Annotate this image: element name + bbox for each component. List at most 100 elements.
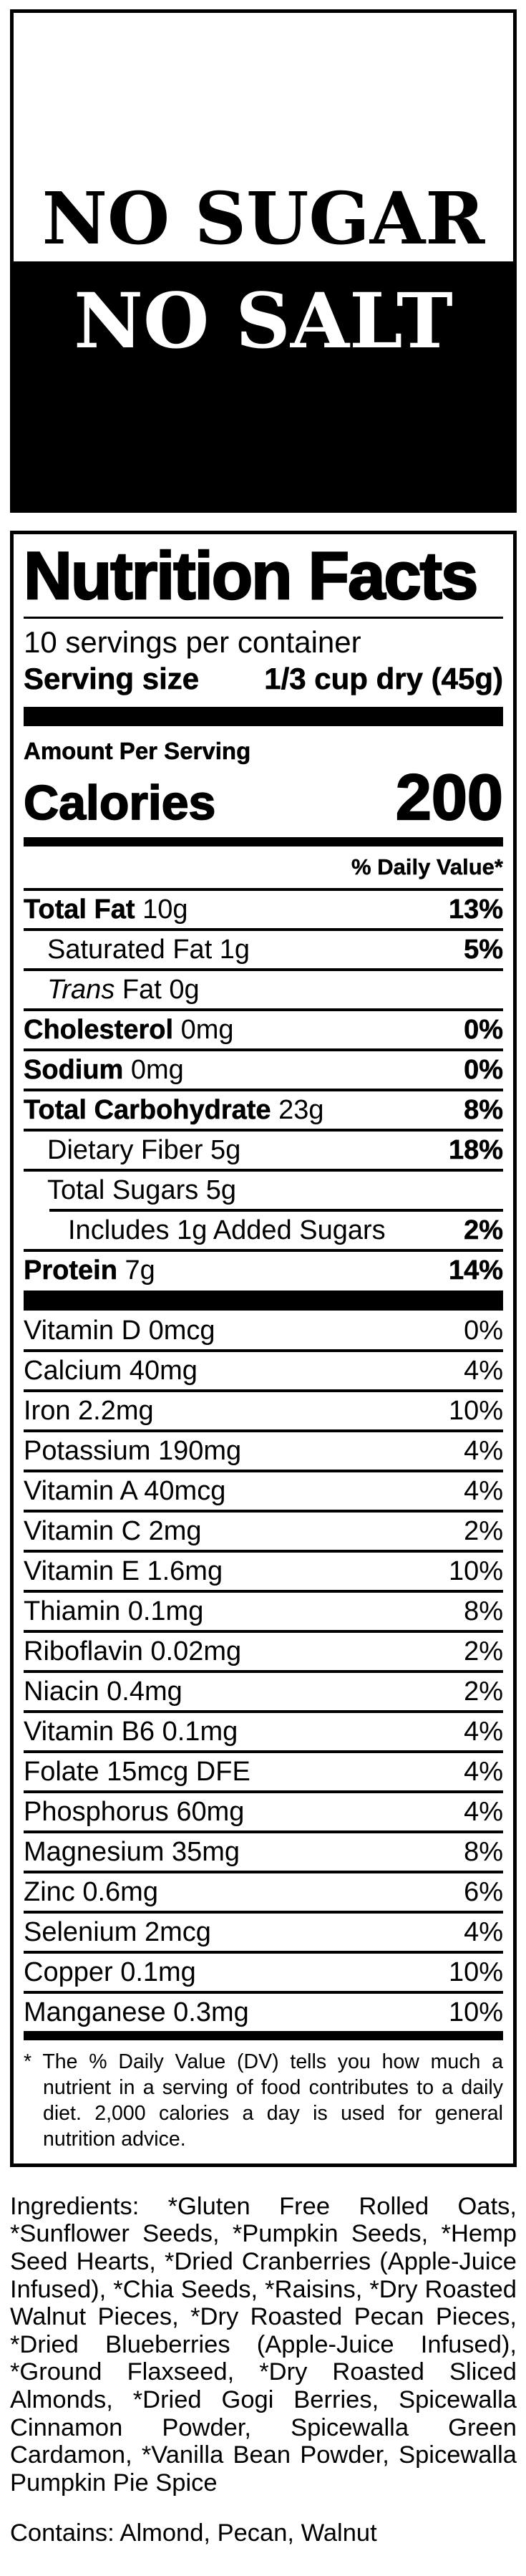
nutrient-name: Potassium 190mg [24, 1435, 242, 1466]
serving-size-row: Serving size 1/3 cup dry (45g) [24, 660, 504, 698]
nutrient-daily-value: 0% [464, 1315, 503, 1346]
row-divider [24, 1349, 503, 1352]
nutrient-daily-value: 6% [464, 1876, 503, 1907]
daily-value-header: % Daily Value* [351, 854, 503, 879]
claims-banner-top: NO SUGAR [14, 13, 513, 261]
nutrient-name: Riboflavin 0.02mg [24, 1636, 242, 1666]
nutrient-row: Iron 2.2mg 10% [24, 1392, 503, 1429]
nutrient-row: Total Sugars 5g [24, 1172, 503, 1209]
row-divider [24, 1790, 503, 1793]
nutrient-name: Vitamin C 2mg [24, 1515, 202, 1546]
calories-row: Calories 200 [23, 765, 504, 837]
nutrient-row: Riboflavin 0.02mg 2% [24, 1633, 503, 1670]
nutrient-name: Total Carbohydrate 23g [24, 1094, 324, 1126]
amount-per-serving-label: Amount Per Serving [24, 737, 251, 765]
nutrient-name: Total Fat 10g [24, 894, 188, 925]
contains-statement: Contains: Almond, Pecan, Walnut [10, 2519, 377, 2547]
claims-banner: NO SUGAR NO SALT [10, 9, 517, 513]
servings-per-container: 10 servings per container [24, 624, 361, 659]
nutrient-row: Vitamin E 1.6mg 10% [24, 1553, 503, 1590]
nutrient-row: Zinc 0.6mg 6% [24, 1873, 503, 1911]
row-divider [24, 1549, 503, 1553]
nutrient-name: Niacin 0.4mg [24, 1676, 182, 1707]
row-divider [24, 1008, 503, 1011]
nutrient-daily-value: 13% [448, 894, 504, 925]
nutrient-daily-value: 2% [464, 1515, 503, 1546]
nutrient-name: Vitamin A 40mcg [24, 1475, 226, 1506]
nutrient-daily-value: 2% [464, 1215, 503, 1246]
nutrient-daily-value: 0% [464, 1054, 503, 1086]
thick-rule-vitamins [24, 1290, 503, 1311]
no-salt-text: NO SALT [74, 276, 453, 365]
nutrient-daily-value: 8% [464, 1094, 503, 1126]
daily-value-footnote: * The % Daily Value (DV) tells you how m… [24, 2040, 503, 2163]
nutrient-daily-value: 5% [464, 934, 503, 965]
nutrient-row: Dietary Fiber 5g 18% [24, 1132, 503, 1169]
medium-rule-calories [24, 836, 503, 846]
serving-size-label: Serving size [24, 661, 200, 696]
nutrient-daily-value: 2% [464, 1676, 503, 1707]
row-divider [24, 1629, 503, 1633]
row-divider [24, 1870, 503, 1873]
nutrient-name: Magnesium 35mg [24, 1836, 240, 1867]
nutrient-row: Saturated Fat 1g 5% [24, 931, 503, 968]
daily-value-footnote-text: * The % Daily Value (DV) tells you how m… [24, 2050, 503, 2151]
row-divider [24, 1709, 503, 1713]
nutrition-facts-panel: Nutrition Facts 10 servings per containe… [10, 531, 517, 2167]
row-divider [24, 1469, 503, 1472]
row-divider [24, 1669, 503, 1673]
row-divider [24, 1910, 503, 1914]
nutrient-row: Sodium 0mg 0% [24, 1051, 504, 1089]
row-divider [24, 927, 503, 931]
nutrient-daily-value: 2% [464, 1636, 503, 1666]
row-divider [24, 1750, 503, 1753]
nutrient-row: Cholesterol 0mg 0% [24, 1011, 503, 1048]
vitamin-mineral-rows: Vitamin D 0mcg 0% Calcium 40mg 4% Iron 2.2mg… [24, 1312, 503, 2031]
nutrient-row: Folate 15mcg DFE 4% [24, 1753, 503, 1790]
nutrient-row: Niacin 0.4mg 2% [24, 1673, 503, 1710]
nutrient-name: Selenium 2mcg [24, 1916, 211, 1947]
nutrient-name: Thiamin 0.1mg [24, 1596, 204, 1626]
nutrient-daily-value: 0% [464, 1014, 503, 1046]
title-divider [24, 616, 503, 619]
nutrient-name: Vitamin B6 0.1mg [24, 1716, 238, 1747]
row-divider [49, 1208, 503, 1212]
nutrient-name: Saturated Fat 1g [47, 934, 250, 965]
nutrient-name: Dietary Fiber 5g [47, 1134, 241, 1165]
row-divider [24, 1990, 503, 1994]
nutrient-name: Phosphorus 60mg [24, 1796, 245, 1827]
row-divider [24, 968, 503, 971]
nutrient-daily-value: 4% [464, 1716, 503, 1747]
nutrient-name: Manganese 0.3mg [24, 1997, 249, 2027]
medium-rule-footnote [24, 2030, 503, 2040]
nutrient-daily-value: 4% [464, 1355, 503, 1386]
nutrient-row: Vitamin A 40mcg 4% [24, 1472, 503, 1510]
nutrient-row: Vitamin B6 0.1mg 4% [24, 1713, 503, 1750]
nutrient-daily-value: 8% [464, 1836, 503, 1867]
row-divider [24, 1389, 503, 1392]
serving-size-value: 1/3 cup dry (45g) [264, 661, 503, 696]
row-divider [24, 1830, 503, 1833]
row-divider [24, 1429, 503, 1432]
nutrient-row: Vitamin C 2mg 2% [24, 1513, 503, 1550]
nutrient-daily-value: 10% [448, 1395, 503, 1426]
nutrient-row: Selenium 2mcg 4% [24, 1914, 503, 1951]
ingredients-paragraph: Ingredients: *Gluten Free Rolled Oats, *… [10, 2192, 517, 2497]
nutrient-name: Sodium 0mg [24, 1054, 184, 1086]
nutrient-row: Includes 1g Added Sugars 2% [24, 1212, 503, 1249]
nutrient-daily-value: 4% [464, 1435, 503, 1466]
thick-rule-top [24, 706, 503, 726]
nutrient-daily-value: 4% [464, 1916, 503, 1947]
nutrient-name: Cholesterol 0mg [24, 1014, 234, 1046]
nutrient-name: Trans Fat 0g [47, 974, 200, 1005]
row-divider [24, 1950, 503, 1954]
nutrient-daily-value: 4% [464, 1756, 503, 1787]
nutrient-row: Protein 7g 14% [24, 1252, 504, 1289]
claims-banner-bottom: NO SALT [14, 261, 513, 509]
nutrient-daily-value: 4% [464, 1475, 503, 1506]
nutrient-daily-value: 8% [464, 1596, 503, 1626]
nutrient-row: Magnesium 35mg 8% [24, 1833, 503, 1871]
nutrient-row: Phosphorus 60mg 4% [24, 1793, 503, 1830]
nutrient-name: Calcium 40mg [24, 1355, 198, 1386]
